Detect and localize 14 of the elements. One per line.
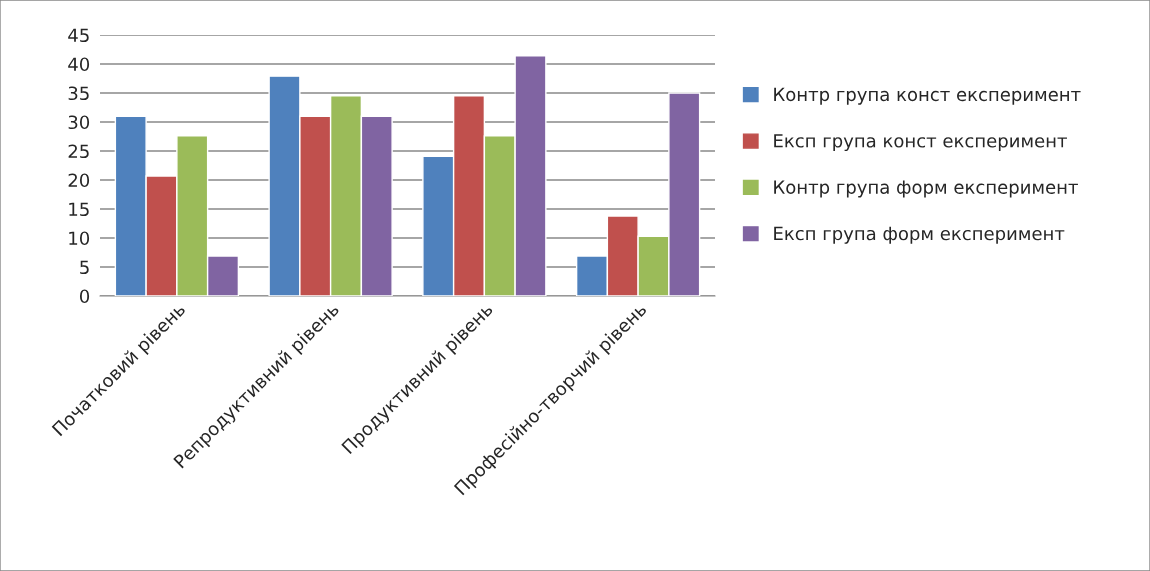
y-tick-label: 0 (79, 289, 90, 304)
y-tick-label: 5 (80, 260, 89, 275)
legend-label: Контр група конст експеримент (774, 87, 1081, 105)
y-tick-label: 30 (68, 115, 90, 130)
y-tick-label: 15 (69, 202, 89, 217)
y-tick-label: 25 (68, 144, 89, 159)
y-tick-label: 40 (68, 57, 90, 72)
y-tick-label: 10 (69, 231, 90, 246)
legend-label: Контр група форм експеримент (774, 180, 1078, 198)
y-tick-label: 20 (68, 173, 90, 188)
legend-label: Експ група форм експеримент (774, 226, 1065, 244)
legend-label: Експ група конст експеримент (774, 134, 1067, 152)
y-tick-label: 45 (68, 28, 89, 43)
y-tick-label: 35 (68, 86, 89, 101)
